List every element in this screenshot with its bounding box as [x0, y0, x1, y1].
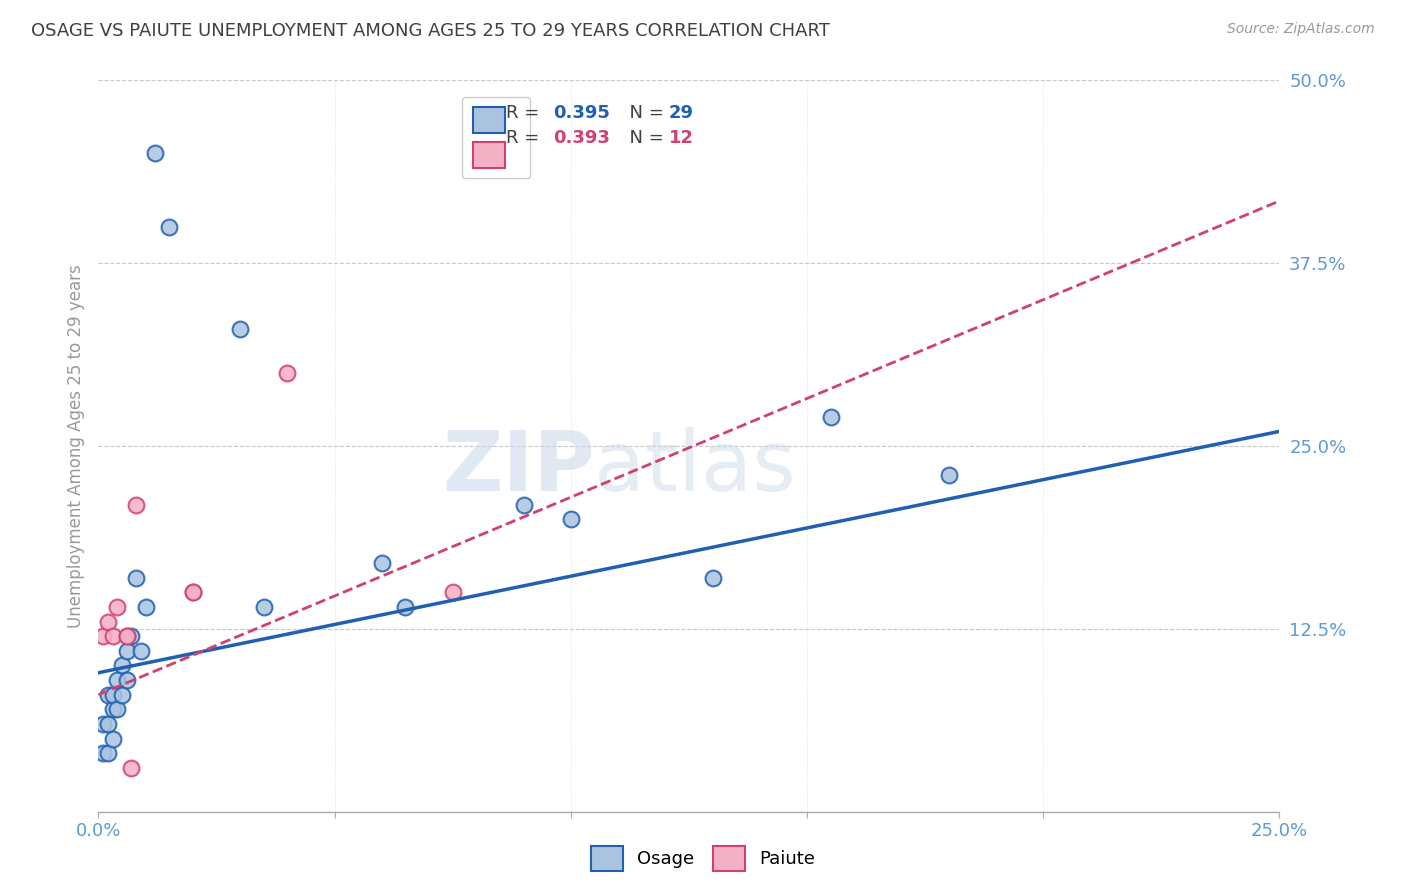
Text: atlas: atlas — [595, 427, 796, 508]
Point — [512, 498, 534, 512]
Point — [560, 512, 582, 526]
Point — [97, 688, 120, 702]
Point — [91, 717, 114, 731]
Point — [181, 585, 204, 599]
Point — [121, 629, 143, 643]
Point — [97, 615, 120, 629]
Point — [253, 599, 276, 614]
Point — [105, 673, 128, 687]
Point — [371, 556, 394, 570]
Point — [121, 761, 143, 775]
Text: R =: R = — [506, 104, 546, 122]
Point — [181, 585, 204, 599]
Text: OSAGE VS PAIUTE UNEMPLOYMENT AMONG AGES 25 TO 29 YEARS CORRELATION CHART: OSAGE VS PAIUTE UNEMPLOYMENT AMONG AGES … — [31, 22, 830, 40]
Y-axis label: Unemployment Among Ages 25 to 29 years: Unemployment Among Ages 25 to 29 years — [66, 264, 84, 628]
Point — [394, 599, 416, 614]
Text: N =: N = — [619, 104, 669, 122]
Point — [125, 571, 148, 585]
Point — [115, 673, 138, 687]
Point — [276, 366, 298, 380]
Point — [91, 629, 114, 643]
Point — [105, 702, 128, 716]
Legend: , : , — [461, 96, 530, 178]
Point — [101, 688, 124, 702]
Point — [115, 629, 138, 643]
Text: 0.395: 0.395 — [553, 104, 610, 122]
Text: N =: N = — [619, 129, 669, 147]
Point — [101, 731, 124, 746]
Point — [105, 599, 128, 614]
Point — [229, 322, 252, 336]
Point — [129, 644, 152, 658]
Point — [125, 498, 148, 512]
Point — [111, 658, 134, 673]
Text: 12: 12 — [669, 129, 695, 147]
Point — [157, 219, 180, 234]
Text: 29: 29 — [669, 104, 695, 122]
Point — [111, 688, 134, 702]
Text: R =: R = — [506, 129, 546, 147]
Point — [938, 468, 960, 483]
Point — [441, 585, 464, 599]
Point — [115, 644, 138, 658]
Point — [135, 599, 157, 614]
Point — [101, 629, 124, 643]
Point — [115, 629, 138, 643]
Legend: Osage, Paiute: Osage, Paiute — [583, 838, 823, 879]
Point — [97, 746, 120, 760]
Text: Source: ZipAtlas.com: Source: ZipAtlas.com — [1227, 22, 1375, 37]
Text: 0.393: 0.393 — [553, 129, 610, 147]
Point — [702, 571, 724, 585]
Point — [101, 702, 124, 716]
Point — [91, 746, 114, 760]
Point — [143, 146, 166, 161]
Point — [820, 409, 842, 424]
Point — [97, 717, 120, 731]
Text: ZIP: ZIP — [441, 427, 595, 508]
